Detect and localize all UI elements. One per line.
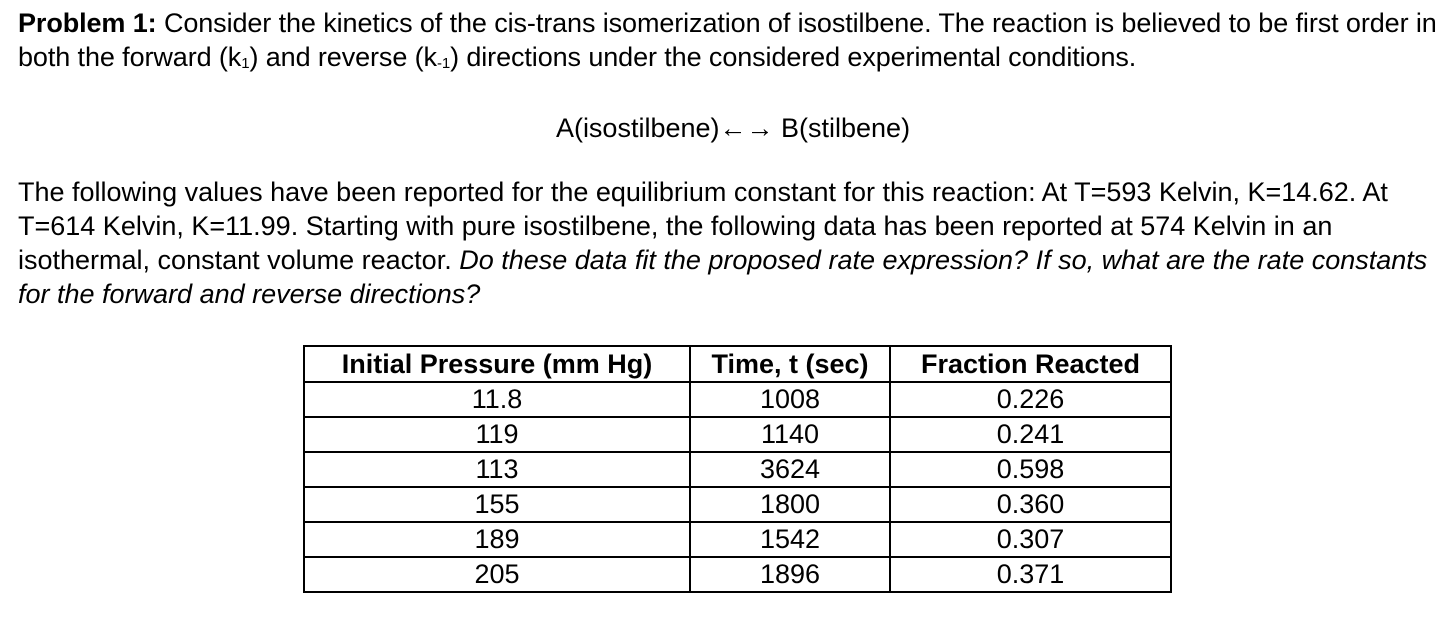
table-row: 11.8 1008 0.226 <box>303 381 1172 418</box>
table-header-row: Initial Pressure (mm Hg) Time, t (sec) F… <box>303 345 1172 383</box>
k-forward-subscript: 1 <box>241 55 250 72</box>
cell-fraction-reacted: 0.241 <box>889 416 1172 453</box>
reaction-equation: A(isostilbene)←→ B(stilbene) <box>555 113 911 143</box>
problem-intro: Problem 1: Consider the kinetics of the … <box>18 6 1438 79</box>
header-initial-pressure: Initial Pressure (mm Hg) <box>303 345 691 383</box>
cell-initial-pressure: 113 <box>303 451 691 488</box>
equilibrium-values-text: The following values have been reported … <box>18 177 1388 275</box>
cell-initial-pressure: 205 <box>303 556 691 593</box>
cell-time: 1800 <box>689 486 891 523</box>
cell-fraction-reacted: 0.226 <box>889 381 1172 418</box>
header-fraction-reacted: Fraction Reacted <box>889 345 1172 383</box>
cell-initial-pressure: 119 <box>303 416 691 453</box>
kinetics-data-table: Initial Pressure (mm Hg) Time, t (sec) F… <box>303 345 1172 593</box>
table-row: 113 3624 0.598 <box>303 451 1172 488</box>
problem-document: Problem 1: Consider the kinetics of the … <box>18 6 1438 311</box>
intro-text-part2: ) and reverse (k <box>249 42 437 72</box>
table-row: 119 1140 0.241 <box>303 416 1172 453</box>
equilibrium-values-paragraph: The following values have been reported … <box>18 175 1438 311</box>
table-row: 205 1896 0.371 <box>303 556 1172 593</box>
table-row: 189 1542 0.307 <box>303 521 1172 558</box>
table-row: 155 1800 0.360 <box>303 486 1172 523</box>
cell-time: 1896 <box>689 556 891 593</box>
problem-label: Problem 1: <box>18 8 157 38</box>
cell-fraction-reacted: 0.307 <box>889 521 1172 558</box>
cell-time: 1542 <box>689 521 891 558</box>
intro-text-part3: ) directions under the considered experi… <box>450 42 1137 72</box>
header-time: Time, t (sec) <box>689 345 891 383</box>
cell-fraction-reacted: 0.371 <box>889 556 1172 593</box>
cell-time: 3624 <box>689 451 891 488</box>
cell-fraction-reacted: 0.598 <box>889 451 1172 488</box>
k-reverse-subscript: -1 <box>436 55 451 72</box>
cell-time: 1008 <box>689 381 891 418</box>
cell-time: 1140 <box>689 416 891 453</box>
cell-initial-pressure: 155 <box>303 486 691 523</box>
cell-initial-pressure: 11.8 <box>303 381 691 418</box>
cell-initial-pressure: 189 <box>303 521 691 558</box>
intro-text-part1: Consider the kinetics of the cis-trans i… <box>18 8 1437 72</box>
cell-fraction-reacted: 0.360 <box>889 486 1172 523</box>
problem-question: Do these data fit the proposed rate expr… <box>18 245 1428 309</box>
